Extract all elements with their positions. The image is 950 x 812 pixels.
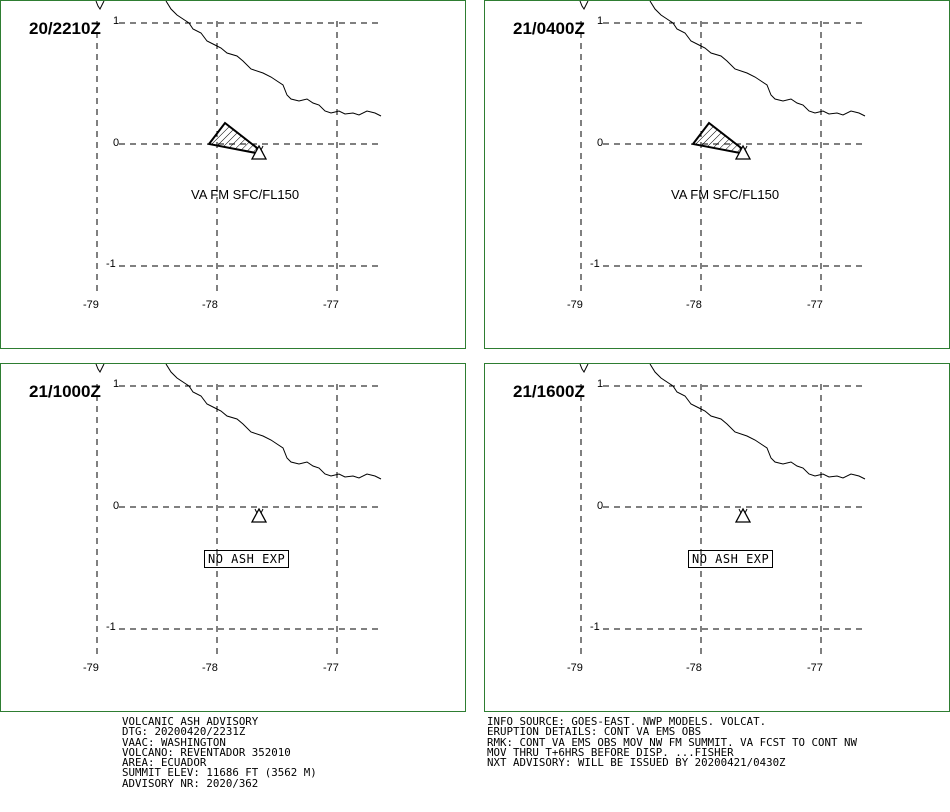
map-graphics [579,364,866,654]
lat-label-0: 0 [597,500,604,512]
lat-label-0: 0 [597,137,604,149]
panel-time: 21/1000Z [29,382,101,401]
lon-label-78: -78 [686,299,702,311]
advisory-line: DTG: 20200420/2231Z [122,725,246,739]
lat-label-1: 1 [113,15,120,27]
advisory-line: RMK: CONT VA EMS OBS MOV NW FM SUMMIT. V… [487,735,857,749]
volcano-icon [250,507,268,523]
volcano-icon [260,508,264,514]
volcano-icon [744,145,748,151]
map-graphics [579,1,866,291]
volcano-icon [254,508,258,514]
ash-cloud-polygon [207,121,263,155]
map-panel-2: 21/0400Z 1 0 -1 -79 -78 -77 VA FM SFC/FL… [484,0,950,349]
ash-cloud-polygon [691,121,747,155]
lon-label-77: -77 [323,299,339,311]
no-ash-expected-box: NO ASH EXP [688,550,774,568]
volcano-icon [260,145,264,151]
advisory-line: SUMMIT ELEV: 11686 FT (3562 M) [122,766,317,780]
volcano-icon [250,144,268,160]
coastline [649,364,866,480]
panel-time: 21/1600Z [513,382,585,401]
coastline [579,1,589,10]
advisory-details-block: INFO SOURCE: GOES-EAST. NWP MODELS. VOLC… [487,715,857,770]
volcano-icon [738,508,742,514]
lat-label-neg1: -1 [590,258,600,270]
map-panel-3: 21/1000Z 1 0 -1 -79 -78 -77 NO ASH EXP [0,363,466,712]
coastline [579,364,589,373]
lon-label-78: -78 [202,299,218,311]
lon-label-79: -79 [83,299,99,311]
lat-label-1: 1 [113,378,120,390]
ash-height-label: VA FM SFC/FL150 [191,187,300,202]
lon-label-77: -77 [807,299,823,311]
panel-time: 21/0400Z [513,19,585,38]
lon-label-79: -79 [567,662,583,674]
no-ash-expected-box: NO ASH EXP [204,550,290,568]
volcano-icon [734,507,752,523]
advisory-line: MOV THRU T+6HRS BEFORE DISP. ...FISHER [487,745,734,759]
lat-label-0: 0 [113,500,120,512]
lon-label-78: -78 [686,662,702,674]
lon-label-79: -79 [567,299,583,311]
map-graphics [95,364,382,654]
lat-label-0: 0 [113,137,120,149]
volcano-icon [254,145,258,151]
advisory-line: NXT ADVISORY: WILL BE ISSUED BY 20200421… [487,756,786,770]
ash-height-label: VA FM SFC/FL150 [671,187,780,202]
coastline [95,364,105,373]
advisory-line: VOLCANO: REVENTADOR 352010 [122,745,291,759]
coastline [165,364,382,480]
lat-label-neg1: -1 [590,621,600,633]
lat-label-1: 1 [597,15,604,27]
coastline [165,1,382,117]
lon-label-77: -77 [323,662,339,674]
advisory-line: AREA: ECUADOR [122,756,207,770]
map-graphics [95,1,382,291]
advisory-line: VOLCANIC ASH ADVISORY [122,715,259,728]
lat-label-1: 1 [597,378,604,390]
volcano-icon [744,508,748,514]
map-panel-1: 20/2210Z 1 0 -1 -79 -78 -77 VA FM SFC/FL… [0,0,466,349]
coastline [649,1,866,117]
advisory-line: INFO SOURCE: GOES-EAST. NWP MODELS. VOLC… [487,715,767,728]
lon-label-79: -79 [83,662,99,674]
lon-label-78: -78 [202,662,218,674]
volcano-icon [738,145,742,151]
lat-label-neg1: -1 [106,258,116,270]
lat-label-neg1: -1 [106,621,116,633]
advisory-line: VAAC: WASHINGTON [122,735,226,749]
volcano-icon [734,144,752,160]
advisory-header-block: VOLCANIC ASH ADVISORY DTG: 20200420/2231… [122,715,317,790]
map-panel-4: 21/1600Z 1 0 -1 -79 -78 -77 NO ASH EXP [484,363,950,712]
coastline [95,1,105,10]
advisory-line: ADVISORY NR: 2020/362 [122,776,259,790]
panel-time: 20/2210Z [29,19,101,38]
lon-label-77: -77 [807,662,823,674]
advisory-line: ERUPTION DETAILS: CONT VA EMS OBS [487,725,702,739]
